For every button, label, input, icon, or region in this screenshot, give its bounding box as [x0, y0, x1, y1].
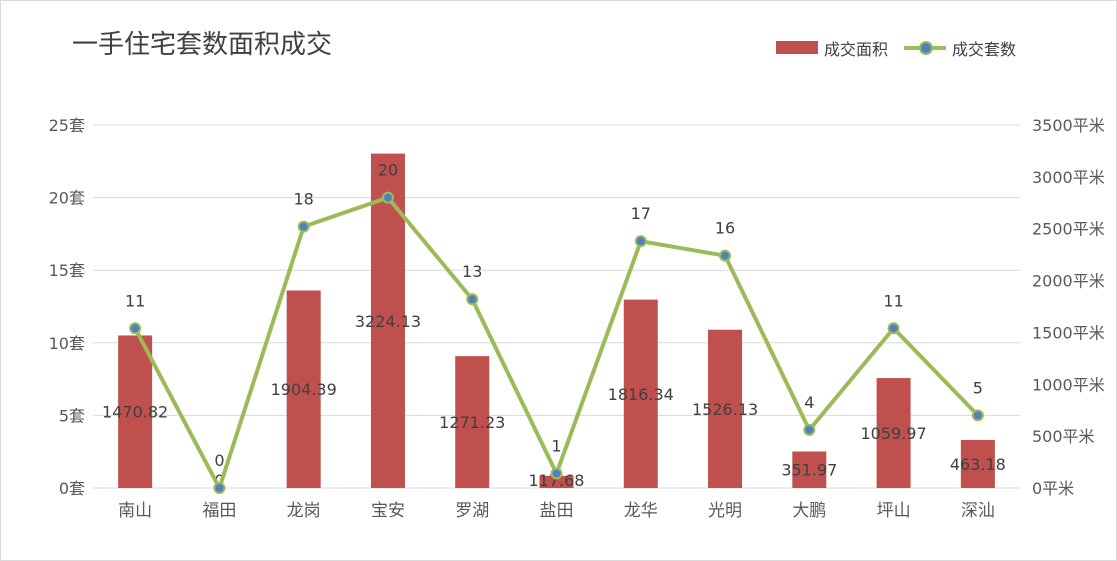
left-axis-tick-label: 20套	[49, 189, 85, 208]
bar-data-label: 1271.23	[439, 413, 505, 432]
x-axis-tick-label: 龙岗	[287, 501, 321, 521]
legend-marker-swatch	[919, 41, 933, 55]
left-axis-tick-label: 5套	[59, 406, 85, 425]
right-axis-tick-label: 500平米	[1032, 427, 1095, 446]
x-axis-tick-label: 南山	[118, 501, 152, 521]
line-marker	[297, 220, 310, 233]
bar-data-label: 3224.13	[355, 312, 421, 331]
line-data-label: 11	[883, 291, 903, 310]
right-axis-tick-label: 0平米	[1032, 479, 1074, 498]
left-axis-tick-label: 10套	[49, 334, 85, 353]
x-axis-tick-label: 罗湖	[455, 501, 489, 521]
right-axis-tick-label: 3500平米	[1032, 116, 1105, 135]
line-data-label: 4	[804, 393, 814, 412]
line-marker	[213, 482, 226, 494]
bar-data-label: 1816.34	[608, 385, 674, 404]
line-marker	[971, 409, 984, 422]
bar	[792, 451, 827, 488]
chart-title: 一手住宅套数面积成交	[72, 30, 333, 60]
bar	[876, 378, 911, 488]
bar-data-label: 1059.97	[861, 424, 927, 443]
line-data-label: 1	[551, 436, 561, 455]
line-data-label: 13	[462, 262, 482, 281]
bar-data-label: 1904.39	[271, 380, 337, 399]
x-axis-tick-label: 坪山	[877, 501, 911, 521]
left-axis-tick-label: 25套	[49, 116, 85, 135]
legend-label-count: 成交套数	[952, 40, 1017, 59]
line-data-label: 17	[631, 204, 651, 223]
line-marker	[550, 467, 563, 480]
x-axis-tick-label: 大鹏	[792, 501, 826, 521]
legend-label-area: 成交面积	[824, 40, 889, 59]
line-data-label: 20	[378, 161, 398, 180]
bar	[960, 439, 995, 488]
line-marker	[803, 423, 816, 436]
x-axis-tick-label: 深汕	[961, 501, 995, 521]
bar-data-label: 0	[214, 471, 224, 490]
x-axis-tick-label: 福田	[202, 501, 236, 521]
legend-bar-swatch	[776, 41, 818, 54]
bar-data-label: 351.97	[781, 461, 837, 480]
line-data-label: 16	[715, 219, 735, 238]
line-marker	[466, 293, 479, 306]
bar	[286, 290, 321, 488]
line-data-label: 5	[973, 378, 983, 397]
right-axis-tick-label: 2500平米	[1032, 220, 1105, 239]
bar	[118, 335, 153, 488]
x-axis-tick-label: 光明	[708, 501, 742, 521]
line-data-label: 11	[125, 291, 145, 310]
bar-data-label: 463.18	[950, 455, 1006, 474]
line-marker	[634, 235, 647, 248]
right-axis-tick-label: 2000平米	[1032, 272, 1105, 291]
bar	[623, 299, 658, 488]
x-axis-tick-label: 宝安	[371, 501, 405, 521]
bar-data-label: 1470.82	[102, 403, 168, 422]
left-axis-tick-label: 0套	[59, 479, 85, 498]
line-marker	[381, 191, 394, 204]
x-axis-tick-label: 盐田	[540, 501, 574, 521]
bar	[708, 329, 743, 488]
bar-data-label: 117.68	[529, 471, 585, 490]
bar	[455, 356, 490, 488]
right-axis-tick-label: 3000平米	[1032, 168, 1105, 187]
line-data-label: 18	[294, 190, 314, 209]
right-axis-tick-label: 1500平米	[1032, 323, 1105, 342]
bar-data-label: 1526.13	[692, 400, 758, 419]
x-axis-tick-label: 龙华	[624, 501, 658, 521]
line-marker	[129, 322, 142, 335]
line-marker	[887, 322, 900, 335]
bar	[539, 475, 574, 488]
line-data-label: 0	[214, 451, 224, 470]
right-axis-tick-label: 1000平米	[1032, 375, 1105, 394]
left-axis-tick-label: 15套	[49, 261, 85, 280]
line-marker	[719, 249, 732, 262]
